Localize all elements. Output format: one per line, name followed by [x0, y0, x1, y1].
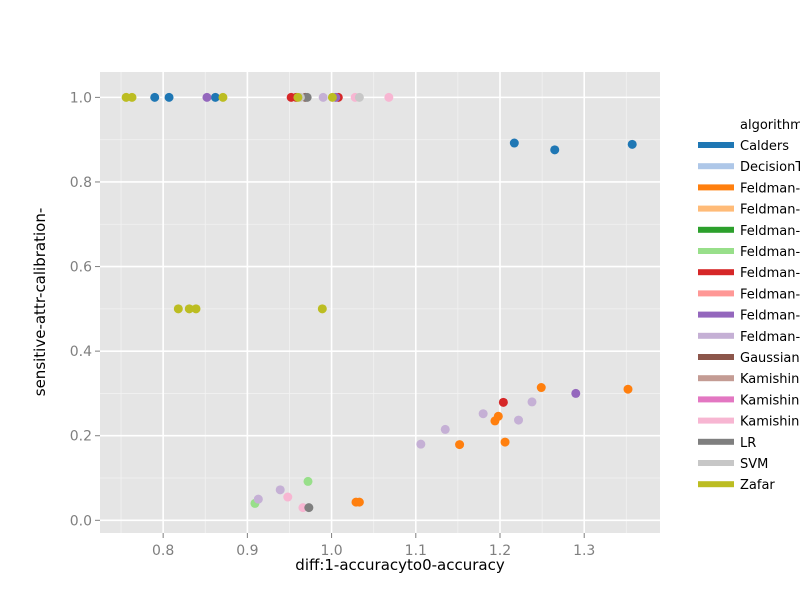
legend-entry-label: Feldman-: [740, 266, 800, 281]
data-point: [173, 304, 183, 314]
y-tick-label: 0.6: [70, 260, 92, 276]
data-point: [164, 92, 174, 102]
legend-swatch: [698, 460, 734, 466]
legend-entry-label: Calders: [740, 139, 789, 154]
data-point: [293, 92, 303, 102]
data-point: [527, 397, 537, 407]
x-tick-label: 0.9: [236, 543, 258, 559]
legend-swatch: [698, 226, 734, 233]
legend-entry-label: Feldman-: [740, 203, 800, 218]
x-tick-label: 1.1: [405, 543, 427, 559]
data-point: [493, 411, 503, 421]
data-point: [455, 440, 465, 450]
legend-entry-label: Zafar: [740, 478, 775, 493]
data-point: [536, 383, 546, 393]
legend: algorithm Calders DecisionT Feldman- Feldma…: [698, 118, 800, 493]
legend-swatch: [698, 396, 734, 403]
data-point: [317, 304, 327, 314]
data-point: [283, 492, 293, 502]
data-point: [304, 503, 314, 513]
data-point: [210, 92, 220, 102]
legend-swatch: [698, 269, 734, 276]
data-point: [184, 304, 194, 314]
x-axis-ticks: 0.8 0.9 1.0 1.1 1.2 1.3: [152, 533, 595, 559]
y-tick-label: 0.2: [70, 429, 92, 445]
data-point: [202, 92, 212, 102]
data-points: [121, 92, 637, 513]
data-point: [384, 92, 394, 102]
data-point: [127, 92, 137, 102]
legend-swatch: [698, 311, 734, 318]
legend-entry-label: Kamishin: [740, 393, 799, 408]
data-point: [318, 92, 328, 102]
data-point: [218, 92, 228, 102]
data-point: [150, 92, 160, 102]
legend-entry-label: Feldman-: [740, 245, 800, 260]
data-point: [253, 494, 263, 504]
legend-swatch: [698, 142, 734, 148]
data-point: [191, 304, 201, 314]
legend-entry-label: Feldman-: [740, 309, 800, 324]
plot-panel: [100, 72, 660, 533]
x-tick-label: 0.8: [152, 543, 174, 559]
y-tick-label: 1.0: [70, 90, 92, 106]
legend-swatch: [698, 417, 734, 424]
legend-entry-label: Feldman-: [740, 330, 800, 345]
data-point: [498, 397, 508, 407]
major-grid: [100, 72, 660, 533]
data-point: [416, 439, 426, 449]
data-point: [275, 485, 285, 495]
data-point: [440, 424, 450, 434]
legend-entry-label: LR: [740, 436, 756, 451]
x-tick-label: 1.3: [573, 543, 595, 559]
legend-entry-label: Feldman-: [740, 224, 800, 239]
legend-entry-label: Kamishin: [740, 372, 799, 387]
x-tick-label: 1.0: [320, 543, 342, 559]
data-point: [627, 139, 637, 149]
legend-entry-label: DecisionT: [740, 160, 800, 175]
legend-entry-label: Feldman-: [740, 287, 800, 302]
data-point: [303, 476, 313, 486]
data-point: [509, 138, 519, 148]
legend-entry-label: Gaussian: [740, 351, 800, 366]
x-tick-label: 1.2: [489, 543, 511, 559]
data-point: [478, 409, 488, 419]
data-point: [500, 437, 510, 447]
data-point: [354, 497, 364, 507]
legend-swatch: [698, 375, 734, 382]
y-tick-label: 0.0: [70, 513, 92, 529]
legend-swatch: [698, 332, 734, 339]
y-tick-label: 0.8: [70, 175, 92, 191]
legend-entry-label: SVM: [740, 457, 768, 472]
y-axis-label: sensitive-attr-calibration-: [31, 208, 49, 396]
legend-swatch: [698, 481, 734, 488]
data-point: [550, 145, 560, 155]
legend-entry-label: Kamishin: [740, 415, 799, 430]
y-axis-ticks: 0.0 0.2 0.4 0.6 0.8 1.0: [70, 90, 100, 529]
legend-swatch: [698, 438, 734, 445]
legend-swatch: [698, 354, 734, 360]
data-point: [623, 384, 633, 394]
legend-swatch: [698, 248, 734, 254]
data-point: [354, 92, 364, 102]
legend-title: algorithm: [740, 118, 800, 133]
legend-swatch: [698, 184, 734, 191]
y-tick-label: 0.4: [70, 344, 92, 360]
legend-entry-label: Feldman-: [740, 181, 800, 196]
data-point: [571, 388, 581, 398]
legend-swatch: [698, 163, 734, 170]
x-axis-label: diff:1-accuracyto0-accuracy: [295, 556, 505, 574]
data-point: [302, 92, 312, 102]
legend-swatch: [698, 290, 734, 297]
minor-grid: [100, 72, 660, 533]
data-point: [327, 92, 337, 102]
legend-swatch: [698, 205, 734, 212]
data-point: [514, 415, 524, 425]
